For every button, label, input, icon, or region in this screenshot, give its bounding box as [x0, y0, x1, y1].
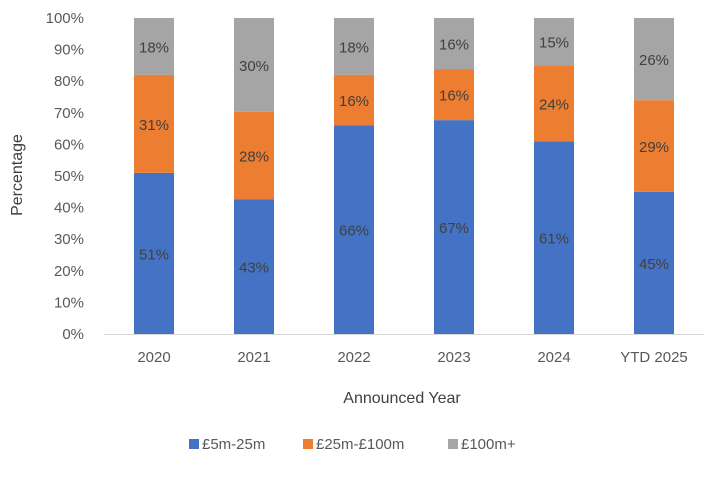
- bar-segment: [434, 69, 474, 121]
- bar-segment: [234, 18, 274, 112]
- y-axis-title: Percentage: [9, 134, 26, 216]
- legend-swatch: [448, 439, 458, 449]
- y-tick-label: 80%: [54, 73, 84, 90]
- x-tick-label: 2022: [337, 349, 370, 366]
- bar-segment: [334, 125, 374, 334]
- y-tick-label: 40%: [54, 200, 84, 217]
- x-axis-title: Announced Year: [343, 390, 461, 407]
- y-tick-label: 30%: [54, 231, 84, 248]
- legend-label: £25m-£100m: [316, 436, 404, 453]
- bar-segment: [134, 172, 174, 334]
- data-label: 16%: [439, 88, 469, 105]
- bar-segment: [434, 18, 474, 70]
- data-label: 66%: [339, 223, 369, 240]
- data-label: 18%: [139, 39, 169, 56]
- bar-segment: [634, 18, 674, 101]
- y-tick-label: 10%: [54, 294, 84, 311]
- y-tick-label: 0%: [62, 326, 84, 343]
- y-tick-label: 60%: [54, 136, 84, 153]
- legend-swatch: [303, 439, 313, 449]
- y-tick-label: 50%: [54, 168, 84, 185]
- data-label: 26%: [639, 52, 669, 69]
- bar-segment: [134, 18, 174, 75]
- bar-segment: [134, 74, 174, 173]
- data-label: 24%: [539, 96, 569, 113]
- legend-label: £5m-25m: [202, 436, 265, 453]
- bar-segment: [434, 120, 474, 334]
- data-label: 31%: [139, 117, 169, 134]
- bar-segment: [534, 65, 574, 142]
- bar-segment: [534, 141, 574, 334]
- data-label: 16%: [439, 37, 469, 54]
- y-tick-label: 70%: [54, 105, 84, 122]
- data-label: 18%: [339, 39, 369, 56]
- x-tick-label: 2023: [437, 349, 470, 366]
- data-label: 67%: [439, 220, 469, 237]
- bar-segment: [534, 18, 574, 66]
- data-label: 51%: [139, 246, 169, 263]
- bar-segment: [334, 18, 374, 75]
- bar-segment: [634, 100, 674, 192]
- y-tick-label: 90%: [54, 42, 84, 59]
- legend: £5m-25m £25m-£100m £100m+: [189, 436, 516, 453]
- bar-segment: [234, 199, 274, 334]
- y-tick-label: 20%: [54, 263, 84, 280]
- x-tick-label: YTD 2025: [620, 349, 688, 366]
- data-label: 30%: [239, 58, 269, 75]
- x-tick-label: 2021: [237, 349, 270, 366]
- data-label: 28%: [239, 149, 269, 166]
- x-tick-label: 2024: [537, 349, 570, 366]
- data-label: 61%: [539, 231, 569, 248]
- data-label: 15%: [539, 35, 569, 52]
- data-label: 16%: [339, 93, 369, 110]
- data-label: 45%: [639, 256, 669, 273]
- bar-segment: [234, 111, 274, 200]
- data-label: 43%: [239, 260, 269, 277]
- legend-swatch: [189, 439, 199, 449]
- bar-segment: [634, 191, 674, 334]
- y-tick-label: 100%: [46, 10, 84, 27]
- bar-segment: [334, 74, 374, 126]
- x-tick-label: 2020: [137, 349, 170, 366]
- data-label: 29%: [639, 139, 669, 156]
- legend-label: £100m+: [461, 436, 516, 453]
